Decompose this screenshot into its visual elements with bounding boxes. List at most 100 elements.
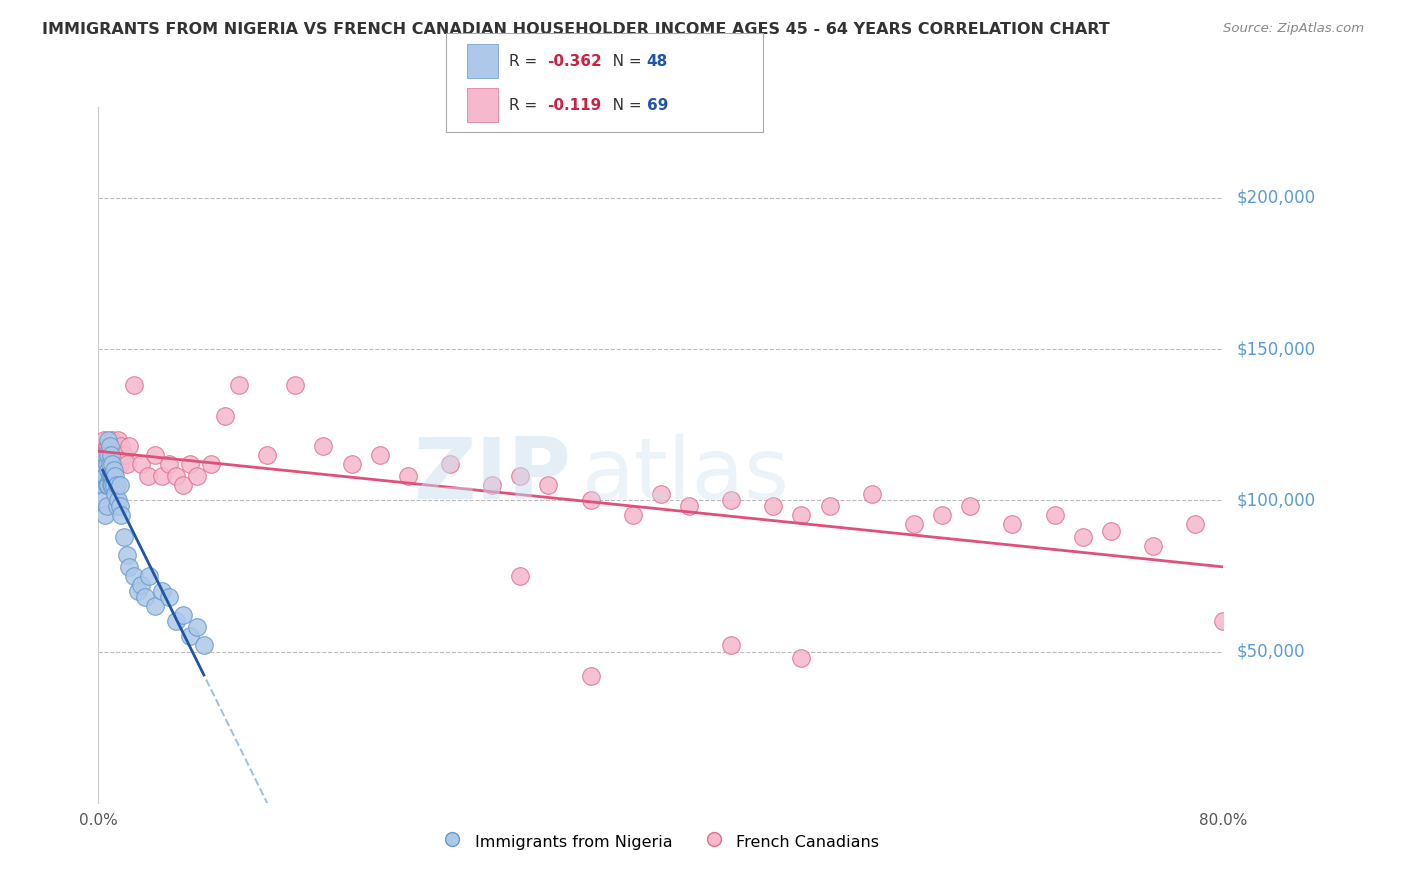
Point — [368, 448, 391, 462]
Point — [122, 569, 145, 583]
Point — [172, 478, 194, 492]
Point — [179, 457, 201, 471]
Point — [138, 569, 160, 583]
Point — [97, 463, 120, 477]
Point — [96, 500, 118, 514]
Point — [107, 433, 129, 447]
Point — [96, 478, 118, 492]
Point — [98, 469, 121, 483]
Point — [96, 448, 118, 462]
Text: R =: R = — [509, 54, 547, 70]
Point — [94, 469, 117, 483]
Point — [98, 457, 121, 471]
Point — [579, 669, 602, 683]
Point — [97, 457, 120, 471]
Text: $150,000: $150,000 — [1237, 340, 1316, 358]
Point — [193, 639, 215, 653]
Point — [165, 615, 187, 629]
Point — [98, 448, 121, 462]
Point — [200, 457, 222, 471]
Text: R =: R = — [509, 98, 547, 113]
Point — [112, 448, 135, 462]
Point — [860, 487, 883, 501]
Point — [104, 439, 127, 453]
Point — [214, 409, 236, 423]
Text: atlas: atlas — [582, 434, 790, 517]
Point — [110, 439, 132, 453]
Point — [93, 493, 115, 508]
Point — [165, 469, 187, 483]
Point — [100, 457, 122, 471]
Point — [931, 508, 953, 523]
Point — [118, 559, 141, 574]
Point — [98, 439, 121, 453]
Point — [122, 378, 145, 392]
Point — [100, 469, 122, 483]
Point — [157, 590, 180, 604]
Point — [150, 469, 173, 483]
Point — [150, 584, 173, 599]
Point — [100, 448, 122, 462]
Point — [94, 469, 117, 483]
Text: ZIP: ZIP — [413, 434, 571, 517]
Point — [1099, 524, 1122, 538]
Point — [129, 457, 152, 471]
Point — [157, 457, 180, 471]
Point — [720, 639, 742, 653]
Point — [481, 478, 503, 492]
Point — [134, 590, 156, 604]
Point — [127, 584, 149, 599]
Point — [762, 500, 785, 514]
Point — [94, 448, 117, 462]
Point — [621, 508, 644, 523]
Text: 48: 48 — [647, 54, 668, 70]
Point — [107, 493, 129, 508]
Point — [100, 478, 122, 492]
Point — [1071, 530, 1094, 544]
Point — [101, 478, 124, 492]
Point — [103, 457, 125, 471]
Point — [98, 463, 121, 477]
Point — [105, 500, 128, 514]
Point — [108, 457, 131, 471]
Point — [101, 433, 124, 447]
Point — [118, 439, 141, 453]
Text: $200,000: $200,000 — [1237, 189, 1316, 207]
Point — [103, 478, 125, 492]
Point — [143, 448, 166, 462]
Point — [1212, 615, 1234, 629]
Text: 69: 69 — [647, 98, 668, 113]
Point — [143, 599, 166, 614]
Point — [818, 500, 841, 514]
Point — [101, 457, 124, 471]
Text: N =: N = — [598, 54, 645, 70]
Point — [312, 439, 335, 453]
Point — [96, 439, 118, 453]
Point — [256, 448, 278, 462]
Text: IMMIGRANTS FROM NIGERIA VS FRENCH CANADIAN HOUSEHOLDER INCOME AGES 45 - 64 YEARS: IMMIGRANTS FROM NIGERIA VS FRENCH CANADI… — [42, 22, 1109, 37]
Point — [1184, 517, 1206, 532]
Point — [103, 463, 125, 477]
Text: -0.119: -0.119 — [547, 98, 602, 113]
Point — [91, 448, 114, 462]
Point — [790, 650, 813, 665]
Point — [96, 457, 118, 471]
Point — [172, 608, 194, 623]
Text: $50,000: $50,000 — [1237, 642, 1306, 661]
Point — [108, 478, 131, 492]
Point — [108, 500, 131, 514]
Point — [97, 448, 120, 462]
Legend: Immigrants from Nigeria, French Canadians: Immigrants from Nigeria, French Canadian… — [436, 825, 886, 857]
Point — [110, 508, 132, 523]
Point — [129, 578, 152, 592]
Point — [115, 457, 138, 471]
Point — [104, 469, 127, 483]
Text: -0.362: -0.362 — [547, 54, 602, 70]
Point — [537, 478, 560, 492]
Point — [1001, 517, 1024, 532]
Point — [579, 493, 602, 508]
Point — [903, 517, 925, 532]
Point — [509, 469, 531, 483]
Point — [93, 463, 115, 477]
Point — [101, 469, 124, 483]
